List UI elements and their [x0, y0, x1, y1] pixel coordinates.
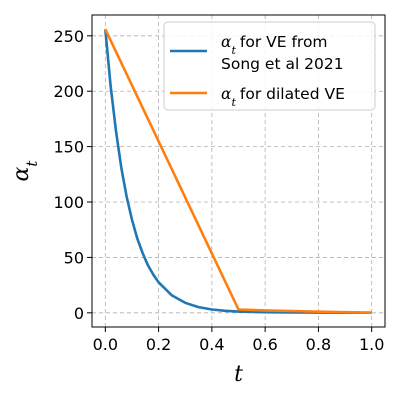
y-axis-label: αt	[9, 160, 41, 182]
y-tick-label: 250	[53, 27, 84, 46]
x-axis-ticks: 0.0 0.2 0.4 0.6 0.8 1.0	[93, 327, 384, 354]
legend-label: Song et al 2021	[221, 55, 344, 73]
x-tick-label: 0.2	[146, 335, 171, 354]
legend-label: αt for dilated VE	[221, 85, 345, 109]
x-tick-label: 0.6	[252, 335, 277, 354]
x-tick-label: 0.4	[199, 335, 224, 354]
x-tick-label: 1.0	[359, 335, 384, 354]
series-layer	[104, 28, 372, 315]
legend-label: αt for VE from	[221, 33, 328, 57]
x-axis-label: t	[234, 362, 243, 387]
plot-frame	[91, 14, 386, 328]
series-line-2	[104, 28, 372, 314]
y-tick-label: 0	[74, 304, 84, 323]
y-axis-ticks: 0 50 100 150 200 250	[53, 27, 92, 323]
x-tick-label: 0.0	[93, 335, 118, 354]
y-tick-label: 100	[53, 193, 84, 212]
y-tick-label: 150	[53, 138, 84, 157]
x-tick-label: 0.8	[306, 335, 331, 354]
legend-box	[163, 21, 376, 111]
y-tick-label: 50	[64, 248, 84, 267]
y-tick-label: 200	[53, 82, 84, 101]
series-line-1	[104, 29, 372, 315]
